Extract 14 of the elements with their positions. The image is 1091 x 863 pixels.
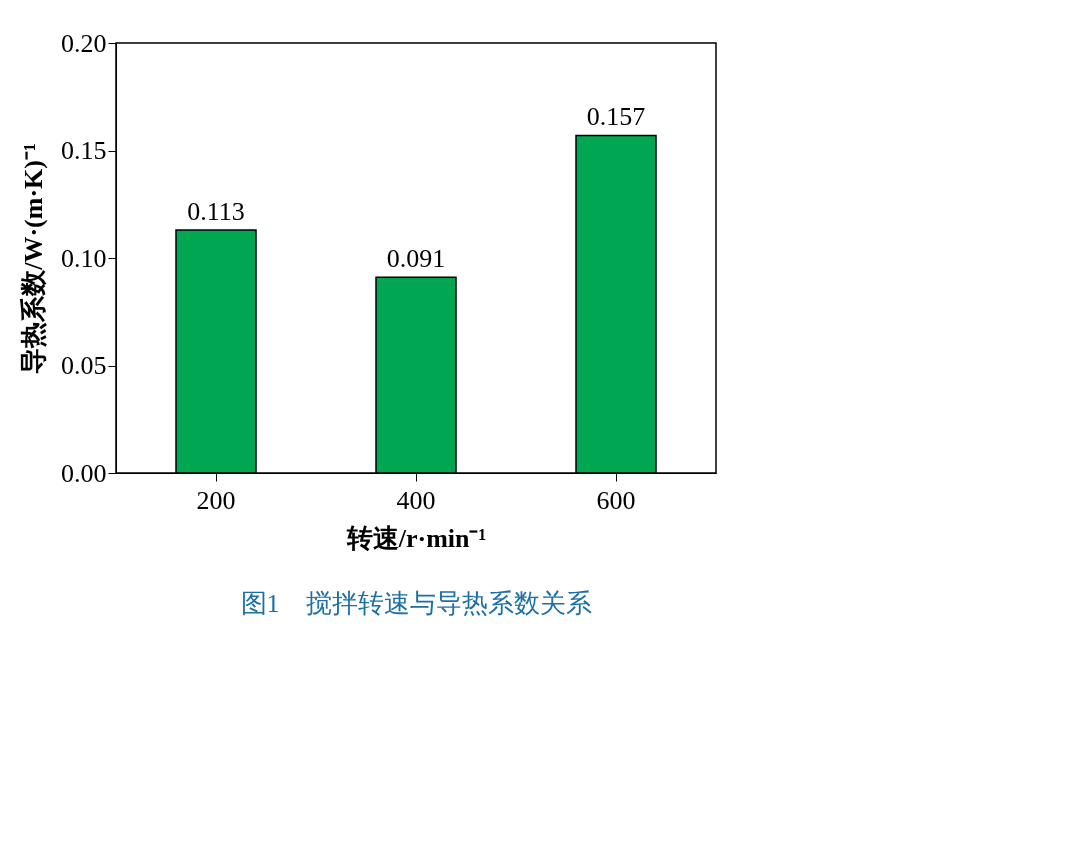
data-label: 0.157	[586, 102, 646, 132]
text: 图1 搅拌转速与导热系数关系	[240, 589, 592, 618]
data-label: 0.113	[187, 197, 245, 227]
x-tick-label: 400	[396, 485, 436, 515]
y-tick-label: 0.00	[61, 458, 107, 488]
x-axis-title: 转速/r·min⁻¹	[345, 523, 487, 553]
data-label: 0.091	[386, 244, 446, 274]
y-axis-title: 导热系数/W·(m·K)⁻¹	[19, 143, 48, 374]
y-tick-label: 0.20	[61, 28, 107, 58]
x-tick-label: 200	[196, 485, 236, 515]
x-tick-label: 600	[596, 485, 636, 515]
y-tick-label: 0.10	[61, 243, 107, 273]
y-tick-label: 0.15	[61, 136, 107, 165]
y-tick-label: 0.05	[61, 351, 107, 380]
